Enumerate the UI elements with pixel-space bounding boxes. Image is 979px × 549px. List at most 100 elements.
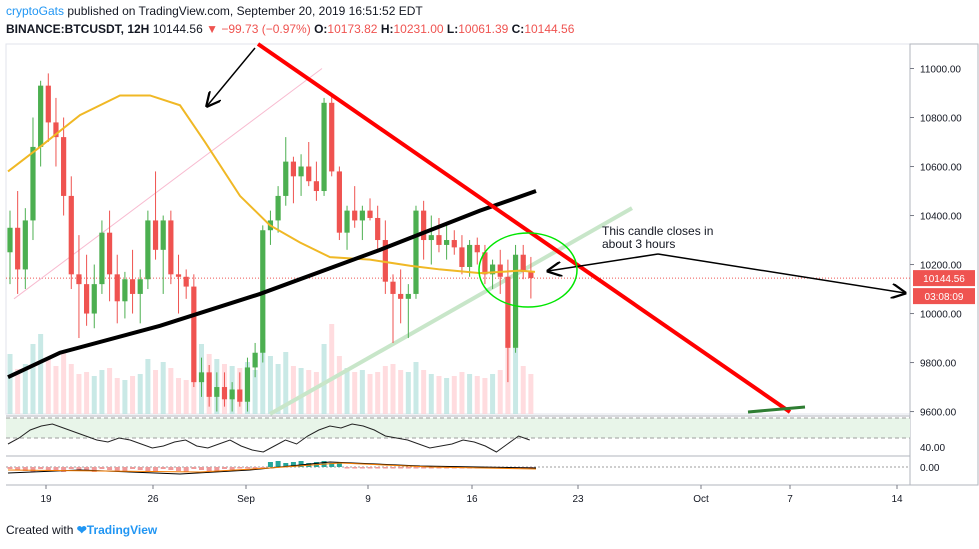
volume-bar [359, 370, 365, 414]
macd-histogram-bar [153, 467, 159, 472]
volume-bar [84, 372, 90, 414]
volume-bar [405, 372, 411, 414]
volume-bar [329, 324, 335, 414]
y-tick-label: 9600.00 [920, 408, 957, 419]
candle [76, 235, 82, 339]
volume-bar [160, 362, 166, 414]
volume-bar [444, 378, 450, 414]
candle-body [198, 372, 205, 383]
volume-bar [122, 380, 128, 414]
last-price: 10144.56 [152, 22, 203, 36]
tradingview-logo-icon[interactable]: ❤ [76, 523, 87, 537]
annotation-line-2: about 3 hours [602, 237, 675, 251]
candle-body [375, 217, 381, 241]
macd-histogram-bar [367, 467, 373, 469]
candle [160, 215, 166, 294]
thick-trend-line [7, 189, 537, 380]
candle [191, 274, 197, 388]
volume-bar [528, 374, 534, 414]
candle-body [160, 220, 166, 250]
open-value: 10173.82 [327, 22, 378, 36]
candle-body [106, 232, 113, 275]
volume-bar [298, 368, 304, 414]
macd-histogram-bar [398, 467, 404, 469]
macd-histogram-bar [405, 467, 411, 469]
volume-bar [513, 348, 519, 414]
candle-body [137, 279, 143, 294]
candle [421, 200, 427, 260]
candle-body [382, 240, 388, 282]
candle-body [99, 232, 105, 285]
candle [221, 372, 228, 407]
candle-body [298, 166, 304, 177]
macd-histogram-bar [176, 467, 182, 471]
macd-histogram-bar [421, 467, 427, 469]
candle-body [444, 240, 450, 245]
volume-bar [91, 376, 97, 414]
candle-body [191, 286, 197, 383]
candle-body [168, 220, 174, 275]
volume-bar [398, 370, 404, 414]
candle-body [275, 195, 281, 221]
volume-bar [382, 366, 388, 414]
price-pane-frame [5, 43, 911, 415]
candle-body [413, 210, 419, 294]
symbol-info: BINANCE:BTCUSDT, 12H 10144.56 ▼ −99.73 (… [6, 22, 574, 36]
candle-body [252, 352, 258, 368]
candle [489, 259, 496, 290]
moving-average-line [7, 94, 536, 275]
publish-info: cryptoGats published on TradingView.com,… [6, 4, 423, 18]
candle [175, 254, 182, 314]
candle-body [528, 270, 534, 279]
volume-bar [130, 376, 136, 414]
candle-body [145, 220, 151, 280]
macd-histogram-bar [130, 467, 136, 469]
candle [375, 205, 381, 250]
candle [206, 364, 212, 407]
candle [198, 357, 205, 397]
candle-body [45, 85, 51, 123]
symbol-label[interactable]: BINANCE:BTCUSDT, 12H [6, 22, 150, 36]
candle-body [451, 240, 457, 248]
candle-body [428, 235, 434, 241]
candle-body [283, 161, 289, 196]
macd-histogram-bar [382, 467, 388, 469]
candle-body [214, 387, 220, 397]
candle [30, 117, 36, 241]
candle [244, 357, 251, 412]
candle [359, 205, 365, 241]
candle-body [497, 264, 503, 277]
volume-bar [68, 364, 74, 414]
macd-histogram-bar [359, 467, 365, 469]
macd-histogram-bar [352, 467, 358, 469]
candle [451, 230, 457, 255]
macd-histogram-bar [122, 467, 128, 472]
green-trend-segment [747, 405, 806, 414]
macd-histogram-bar [183, 467, 189, 472]
price-change: −99.73 (−0.97%) [221, 22, 311, 36]
candle-body [244, 367, 251, 402]
macd-histogram-bar [344, 467, 350, 469]
macd-signal-line [7, 462, 537, 473]
macd-histogram-bar [237, 467, 243, 469]
candle-body [398, 293, 404, 299]
candle [229, 382, 235, 412]
candle [252, 342, 258, 378]
candle-body [344, 210, 350, 233]
macd-histogram-bar [7, 467, 13, 469]
y-tick-label: 10200.00 [920, 261, 962, 272]
candle [68, 176, 74, 290]
channel-line-upper [13, 68, 323, 300]
candle [152, 171, 159, 260]
author-name[interactable]: cryptoGats [6, 4, 65, 18]
volume-bar [168, 368, 174, 414]
tradingview-brand[interactable]: TradingView [86, 523, 158, 537]
macd-histogram-bar [244, 467, 250, 469]
last-price-badge [913, 270, 975, 287]
candle [528, 256, 534, 299]
candle-body [129, 279, 136, 294]
candle-body [84, 284, 90, 314]
macd-histogram-bar [191, 467, 197, 469]
candle [444, 225, 450, 260]
